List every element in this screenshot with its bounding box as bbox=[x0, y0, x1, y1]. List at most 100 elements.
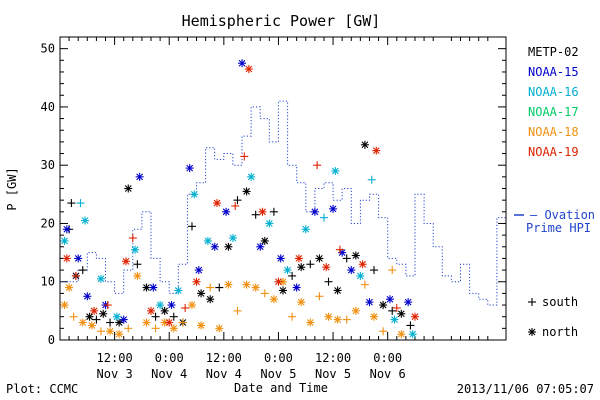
data-point-north bbox=[379, 301, 387, 309]
y-tick-label: 10 bbox=[41, 275, 55, 289]
x-tick-label-date: Nov 3 bbox=[97, 367, 133, 381]
data-point-north bbox=[142, 284, 150, 292]
data-point-north bbox=[295, 254, 303, 262]
data-point-north bbox=[206, 295, 214, 303]
ovation-hpi-line bbox=[60, 101, 506, 305]
data-point-north bbox=[277, 254, 285, 262]
data-point-north bbox=[193, 278, 201, 286]
data-point-south bbox=[261, 289, 269, 297]
data-point-north bbox=[245, 65, 253, 73]
data-point-north bbox=[63, 254, 71, 262]
x-tick-label-date: Nov 5 bbox=[315, 367, 351, 381]
data-point-south bbox=[270, 208, 278, 216]
y-tick-label: 20 bbox=[41, 216, 55, 230]
data-point-north bbox=[274, 278, 282, 286]
data-point-north bbox=[213, 199, 221, 207]
data-point-north bbox=[142, 319, 150, 327]
data-point-south bbox=[206, 284, 214, 292]
x-tick-label-date: Nov 6 bbox=[370, 367, 406, 381]
data-point-north bbox=[315, 254, 323, 262]
data-point-north bbox=[65, 284, 73, 292]
hemispheric-power-chart: Hemispheric Power [GW] 01020304050 12:00… bbox=[0, 0, 600, 400]
data-point-north bbox=[222, 208, 230, 216]
data-point-south bbox=[315, 292, 323, 300]
data-point-south bbox=[288, 313, 296, 321]
data-point-north bbox=[397, 310, 405, 318]
data-point-north bbox=[197, 321, 205, 329]
x-tick-label-time: 0:00 bbox=[373, 351, 402, 365]
data-point-north bbox=[74, 254, 82, 262]
data-point-north bbox=[224, 281, 232, 289]
data-point-south bbox=[129, 234, 137, 242]
x-tick-label-time: 12:00 bbox=[206, 351, 242, 365]
data-point-north bbox=[168, 301, 176, 309]
data-point-north bbox=[122, 257, 130, 265]
data-point-north bbox=[325, 313, 333, 321]
data-point-north bbox=[156, 301, 164, 309]
data-point-south bbox=[343, 254, 351, 262]
y-axis: 0 10 20 30 40 50 bbox=[41, 42, 506, 347]
data-point-south bbox=[92, 316, 100, 324]
data-point-south bbox=[368, 176, 376, 184]
data-point-north bbox=[106, 327, 114, 335]
data-point-north bbox=[197, 289, 205, 297]
x-tick-label-time: 0:00 bbox=[155, 351, 184, 365]
data-point-south bbox=[152, 324, 160, 332]
data-point-north bbox=[265, 219, 273, 227]
data-point-north bbox=[63, 225, 71, 233]
data-point-north bbox=[279, 286, 287, 294]
data-point-south bbox=[343, 316, 351, 324]
x-tick-label-time: 12:00 bbox=[97, 351, 133, 365]
data-point-north bbox=[161, 307, 169, 315]
data-point-north bbox=[261, 237, 269, 245]
data-point-north bbox=[124, 185, 132, 193]
data-point-south bbox=[252, 211, 260, 219]
marker-legend: south north bbox=[528, 295, 578, 339]
data-point-north bbox=[270, 295, 278, 303]
data-point-north bbox=[256, 243, 264, 251]
y-axis-label: P [GW] bbox=[5, 167, 19, 210]
data-point-north bbox=[120, 316, 128, 324]
data-point-north bbox=[370, 313, 378, 321]
data-point-north bbox=[188, 301, 196, 309]
data-point-north bbox=[229, 234, 237, 242]
data-point-south bbox=[67, 199, 75, 207]
data-point-north bbox=[136, 173, 144, 181]
data-point-south bbox=[170, 313, 178, 321]
data-point-north bbox=[409, 330, 417, 338]
data-point-south bbox=[188, 222, 196, 230]
data-point-north bbox=[352, 252, 360, 260]
data-markers bbox=[61, 59, 419, 338]
data-point-north bbox=[86, 313, 94, 321]
legend-entry: NOAA-15 bbox=[528, 65, 579, 79]
data-point-north bbox=[215, 324, 223, 332]
data-point-north bbox=[61, 301, 69, 309]
data-point-south bbox=[406, 321, 414, 329]
x-axis: 12:00 Nov 3 0:00 Nov 4 12:00 Nov 4 0:00 Nov 5 12… bbox=[60, 37, 506, 381]
data-point-north bbox=[79, 319, 87, 327]
data-point-north bbox=[306, 319, 314, 327]
data-point-north bbox=[297, 263, 305, 271]
marker-legend-star-symbol bbox=[528, 328, 536, 336]
data-point-north bbox=[174, 286, 182, 294]
data-point-north bbox=[204, 237, 212, 245]
data-point-north bbox=[293, 284, 301, 292]
data-point-north bbox=[147, 307, 155, 315]
data-point-north bbox=[411, 313, 419, 321]
legend-entry: NOAA-16 bbox=[528, 85, 579, 99]
data-point-north bbox=[165, 319, 173, 327]
data-point-north bbox=[391, 316, 399, 324]
data-point-north bbox=[113, 313, 121, 321]
data-point-south bbox=[215, 284, 223, 292]
legend-entry: NOAA-19 bbox=[528, 145, 579, 159]
data-point-north bbox=[386, 295, 394, 303]
marker-legend-label: north bbox=[542, 325, 578, 339]
data-point-north bbox=[83, 292, 91, 300]
footer-right: 2013/11/06 07:05:07 bbox=[457, 382, 594, 396]
data-point-north bbox=[133, 272, 141, 280]
data-point-south bbox=[70, 313, 78, 321]
ovation-legend: — Ovation Prime HPI bbox=[514, 208, 595, 235]
data-point-north bbox=[247, 173, 255, 181]
data-point-north bbox=[372, 147, 380, 155]
data-point-north bbox=[186, 164, 194, 172]
